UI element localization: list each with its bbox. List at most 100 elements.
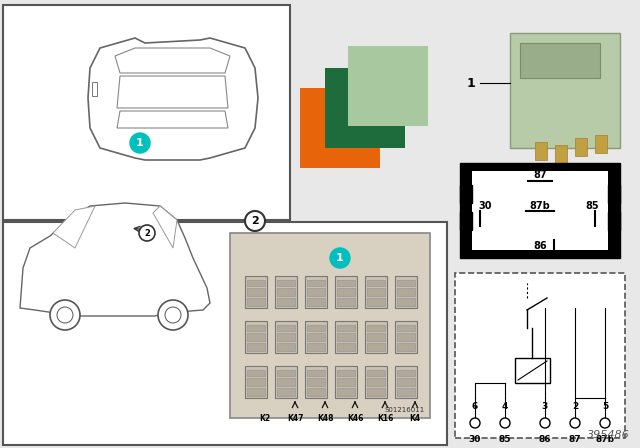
Polygon shape xyxy=(117,76,228,108)
Bar xyxy=(367,280,385,286)
Bar xyxy=(307,343,325,351)
Text: 2: 2 xyxy=(251,216,259,226)
Bar xyxy=(520,43,600,78)
Text: 1: 1 xyxy=(467,77,475,90)
Bar xyxy=(277,288,295,296)
Polygon shape xyxy=(88,38,258,160)
Bar xyxy=(305,321,327,353)
Bar xyxy=(472,171,608,250)
Bar xyxy=(510,33,620,148)
Bar xyxy=(397,280,415,286)
Bar xyxy=(307,333,325,341)
Bar xyxy=(307,325,325,331)
Bar xyxy=(307,298,325,306)
Bar xyxy=(337,325,355,331)
Bar xyxy=(608,212,620,230)
Bar xyxy=(3,5,290,220)
Text: 3: 3 xyxy=(542,402,548,411)
Bar xyxy=(337,280,355,286)
Bar xyxy=(365,321,387,353)
Text: 30: 30 xyxy=(469,435,481,444)
Text: 395486: 395486 xyxy=(588,430,630,440)
Circle shape xyxy=(165,307,181,323)
Text: 4: 4 xyxy=(502,402,508,411)
Bar xyxy=(307,370,325,376)
Bar xyxy=(367,378,385,386)
Bar xyxy=(335,366,357,398)
Bar xyxy=(275,366,297,398)
Text: 2: 2 xyxy=(572,402,578,411)
Text: 87: 87 xyxy=(533,170,547,180)
Bar xyxy=(277,388,295,396)
Circle shape xyxy=(330,248,350,268)
Circle shape xyxy=(570,418,580,428)
Bar xyxy=(307,388,325,396)
Bar xyxy=(337,343,355,351)
Bar xyxy=(367,325,385,331)
Text: K16: K16 xyxy=(377,414,393,423)
Polygon shape xyxy=(117,111,228,128)
Bar xyxy=(247,378,265,386)
Bar xyxy=(337,370,355,376)
Polygon shape xyxy=(115,48,230,73)
Text: 2: 2 xyxy=(144,228,150,237)
Polygon shape xyxy=(53,206,95,248)
Bar xyxy=(247,325,265,331)
Text: K48: K48 xyxy=(317,414,333,423)
Bar xyxy=(367,298,385,306)
Bar xyxy=(247,343,265,351)
Bar xyxy=(305,276,327,308)
Circle shape xyxy=(57,307,73,323)
Bar xyxy=(277,378,295,386)
Bar xyxy=(397,370,415,376)
Bar xyxy=(277,298,295,306)
Circle shape xyxy=(130,133,150,153)
Bar xyxy=(307,378,325,386)
Bar xyxy=(367,388,385,396)
Bar xyxy=(277,280,295,286)
Polygon shape xyxy=(20,203,210,316)
Bar xyxy=(367,370,385,376)
Bar xyxy=(337,288,355,296)
Bar xyxy=(247,280,265,286)
Circle shape xyxy=(139,225,155,241)
Bar xyxy=(397,333,415,341)
Bar xyxy=(460,185,472,203)
Bar xyxy=(92,82,97,96)
Bar xyxy=(337,333,355,341)
Circle shape xyxy=(50,300,80,330)
Bar xyxy=(367,288,385,296)
Text: 85: 85 xyxy=(585,201,599,211)
Bar xyxy=(230,233,430,418)
Bar xyxy=(337,378,355,386)
Text: 6: 6 xyxy=(472,402,478,411)
Text: 1: 1 xyxy=(336,253,344,263)
Bar xyxy=(247,388,265,396)
Text: 87: 87 xyxy=(569,435,581,444)
Bar xyxy=(455,273,625,438)
Bar xyxy=(305,366,327,398)
Bar xyxy=(397,343,415,351)
Bar xyxy=(277,325,295,331)
Bar xyxy=(300,88,380,168)
Bar xyxy=(555,145,567,163)
Bar xyxy=(247,288,265,296)
Bar xyxy=(460,212,472,230)
Bar xyxy=(395,366,417,398)
Text: 87b: 87b xyxy=(530,201,550,211)
Circle shape xyxy=(158,300,188,330)
Bar xyxy=(595,135,607,153)
Text: 30: 30 xyxy=(478,201,492,211)
Bar xyxy=(460,163,620,258)
Bar xyxy=(247,298,265,306)
Bar xyxy=(275,276,297,308)
Bar xyxy=(307,288,325,296)
Bar xyxy=(395,276,417,308)
Bar xyxy=(277,333,295,341)
Bar xyxy=(367,333,385,341)
Text: K46: K46 xyxy=(347,414,363,423)
Bar xyxy=(275,321,297,353)
Bar xyxy=(608,185,620,203)
Bar xyxy=(335,321,357,353)
Circle shape xyxy=(540,418,550,428)
